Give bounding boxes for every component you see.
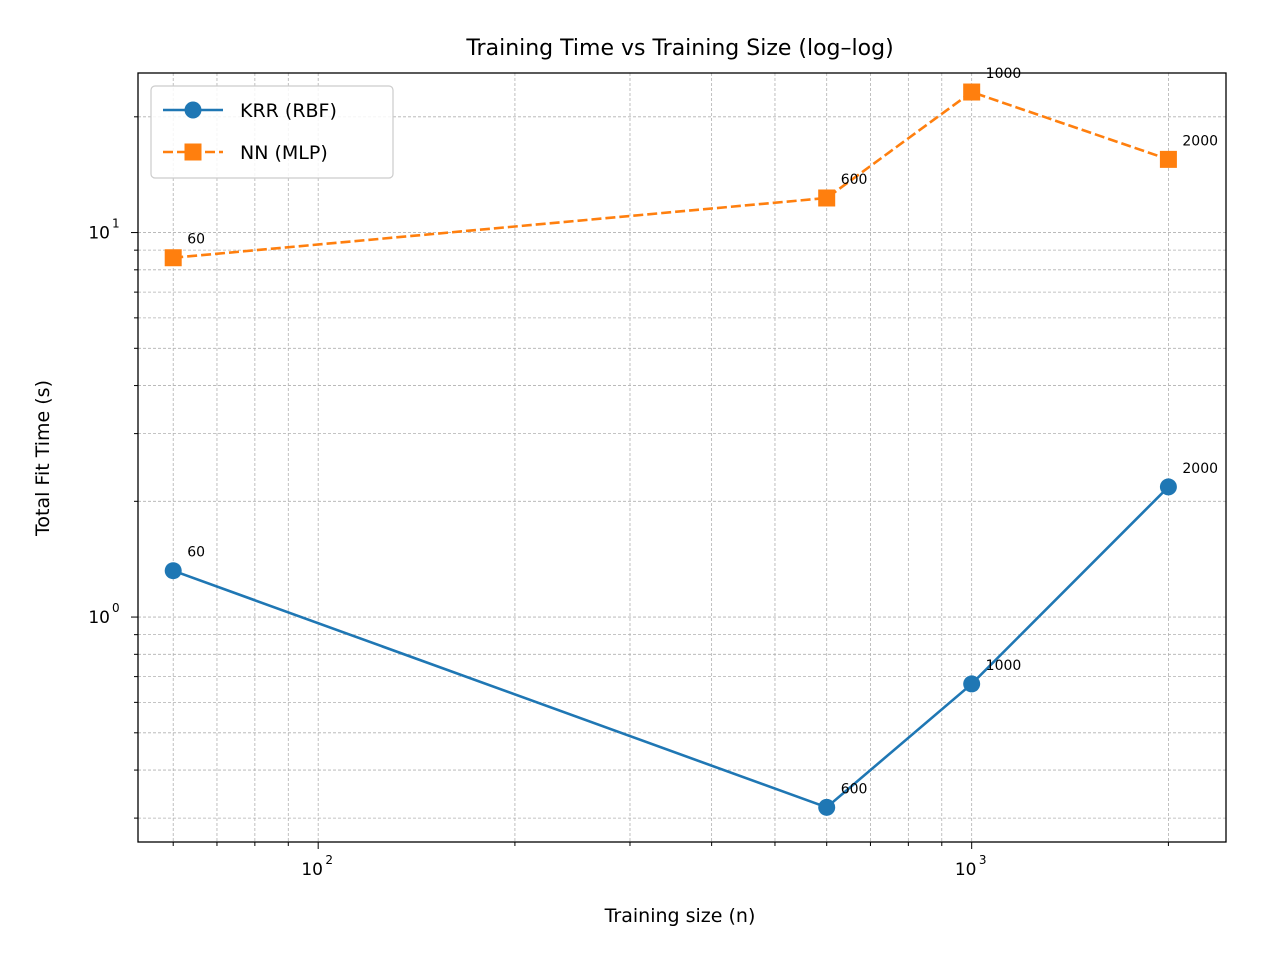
y-tick-exponent: 0 [112, 601, 120, 615]
x-axis-label: Training size (n) [604, 905, 756, 927]
data-point [164, 562, 182, 580]
point-label: 2000 [1182, 133, 1218, 149]
point-label: 60 [187, 232, 205, 248]
y-axis-label: Total Fit Time (s) [32, 380, 54, 537]
x-tick-label: 10 [301, 860, 323, 880]
point-label: 60 [187, 545, 205, 561]
legend-item: KRR (RBF) [163, 100, 337, 122]
series-line [173, 90, 1169, 260]
series-krr-rbf: 60 600 1000 2000 [164, 461, 1218, 816]
legend-marker [184, 143, 202, 161]
legend-marker [184, 101, 202, 119]
legend: KRR (RBF) NN (MLP) [150, 85, 394, 179]
x-tick-exponent: 3 [979, 853, 987, 867]
point-label: 600 [841, 781, 868, 797]
legend-label: KRR (RBF) [240, 100, 337, 122]
data-point [1159, 150, 1177, 168]
data-point [164, 249, 182, 267]
point-label: 1000 [986, 66, 1022, 82]
point-label: 600 [841, 172, 868, 188]
x-tick-label: 10 [955, 860, 977, 880]
series-line [172, 486, 1170, 809]
data-point [963, 675, 981, 693]
data-point [963, 83, 981, 101]
plot-frame [137, 72, 1227, 843]
data-point [818, 189, 836, 207]
grid [138, 73, 1226, 842]
y-tick-exponent: 1 [112, 217, 120, 231]
chart-title: Training Time vs Training Size (log–log) [465, 36, 893, 61]
x-tick-exponent: 2 [325, 853, 333, 867]
series-layer: 60 600 1000 2000 60 600 1000 2000 [164, 66, 1218, 816]
legend-item: NN (MLP) [163, 142, 328, 164]
legend-label: NN (MLP) [240, 142, 328, 164]
y-tick-label: 10 [88, 608, 110, 628]
ticks: 10 2 10 310 010 1 [88, 116, 1169, 880]
point-label: 1000 [986, 658, 1022, 674]
data-point [1159, 478, 1177, 496]
series-nn-mlp: 60 600 1000 2000 [164, 66, 1218, 267]
data-point [818, 798, 836, 816]
point-label: 2000 [1182, 461, 1218, 477]
y-tick-label: 10 [88, 224, 110, 244]
